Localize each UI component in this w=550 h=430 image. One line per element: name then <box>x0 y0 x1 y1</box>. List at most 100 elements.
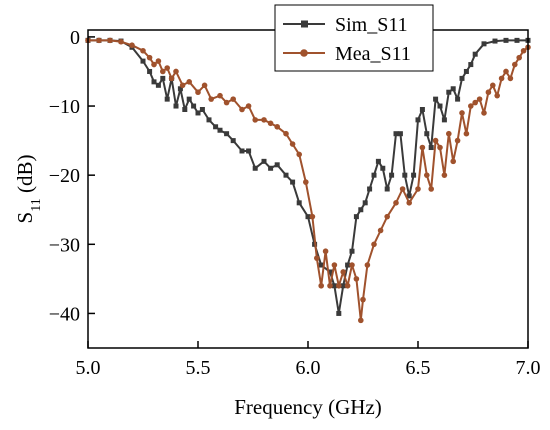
sim-point <box>246 148 252 154</box>
mea-point <box>340 269 347 275</box>
mea-point <box>512 61 518 68</box>
y-tick-label: 0 <box>70 27 80 49</box>
sim-point <box>345 262 351 268</box>
sim-point <box>437 103 443 109</box>
sim-point <box>274 162 280 168</box>
mea-point <box>428 186 435 192</box>
sim-point <box>389 172 395 178</box>
sim-point <box>428 145 434 151</box>
mea-point <box>164 65 170 71</box>
mea-point <box>146 54 153 61</box>
mea-point <box>296 151 303 158</box>
sim-point <box>206 117 212 123</box>
mea-point <box>459 110 465 116</box>
mea-point <box>485 89 492 96</box>
y-axis-title-subscript: 11 <box>29 198 44 211</box>
mea-point <box>239 106 245 113</box>
sim-point <box>268 165 274 171</box>
y-axis-title: S11 (dB) <box>13 155 44 224</box>
sim-point <box>327 269 333 275</box>
mea-point <box>261 117 267 123</box>
sim-point <box>340 283 346 289</box>
sim-point <box>380 165 386 171</box>
sim-point <box>424 131 430 137</box>
sim-point <box>230 138 236 144</box>
mea-point <box>96 37 102 44</box>
mea-point <box>476 96 483 102</box>
sim-point <box>217 127 223 133</box>
sim-point <box>441 117 447 123</box>
sim-point <box>296 200 302 206</box>
legend-label-sim: Sim_S11 <box>335 14 408 36</box>
mea-point <box>490 82 496 89</box>
y-axis-title-unit: (dB) <box>13 155 37 199</box>
mea-point <box>322 248 329 255</box>
sim-point <box>261 158 267 164</box>
sim-point <box>290 179 296 185</box>
sim-point <box>455 96 461 102</box>
mea-point <box>463 130 470 137</box>
mea-point <box>252 117 258 123</box>
sim-point <box>151 79 157 85</box>
sim-point <box>411 172 417 178</box>
legend-marker-mea <box>300 49 308 57</box>
mea-point <box>520 47 527 54</box>
sim-point <box>199 107 205 112</box>
sim-point <box>397 131 403 137</box>
mea-point <box>516 54 522 61</box>
mea-point <box>245 103 252 109</box>
y-tick-label: −10 <box>49 96 80 118</box>
sim-point <box>140 58 146 64</box>
mea-point <box>160 68 166 75</box>
sim-point <box>224 131 230 137</box>
y-tick-label: −40 <box>49 303 80 325</box>
sim-point <box>283 172 289 178</box>
mea-point <box>195 89 201 96</box>
sim-point <box>173 103 179 109</box>
mea-point <box>318 282 325 289</box>
mea-point <box>349 262 355 268</box>
mea-point <box>437 144 443 151</box>
mea-point <box>151 61 157 68</box>
sim-point <box>155 82 161 88</box>
ticks-layer: 5.0 5.5 6.0 6.5 7.0 0 −10 −20 −30 −40 <box>49 27 541 379</box>
mea-point <box>327 282 333 289</box>
sim-point <box>446 89 452 95</box>
legend-box <box>274 4 434 72</box>
mea-point <box>424 172 430 178</box>
mea-point <box>441 172 448 178</box>
sim-point <box>305 214 311 220</box>
y-axis-title-main: S <box>13 212 37 224</box>
x-tick-label: 5.0 <box>76 357 101 379</box>
mea-point <box>472 99 479 106</box>
sim-point <box>239 148 245 154</box>
sim-point <box>353 214 359 220</box>
sim-point <box>371 172 377 178</box>
mea-point <box>494 92 501 99</box>
mea-point <box>336 282 342 289</box>
sim-point <box>186 96 192 102</box>
mea-point <box>446 130 452 137</box>
sim-point <box>349 248 355 254</box>
mea-point <box>364 262 371 268</box>
mea-point <box>309 213 316 220</box>
mea-point <box>384 213 391 220</box>
mea-point <box>432 137 439 144</box>
mea-point <box>406 200 413 206</box>
sim-point <box>331 283 337 289</box>
sim-point <box>503 37 509 43</box>
sim-point <box>450 86 456 92</box>
mea-point <box>498 75 505 82</box>
legend-marker-sim <box>301 20 308 28</box>
legend-label-mea: Mea_S11 <box>335 43 411 65</box>
x-tick-label: 6.5 <box>406 357 431 379</box>
sim-point <box>375 158 381 164</box>
x-axis-title: Frequency (GHz) <box>234 395 382 419</box>
mea-point <box>393 200 399 206</box>
sim-point <box>164 96 170 102</box>
sim-point <box>472 51 478 57</box>
mea-point <box>140 47 146 54</box>
sim-point <box>419 107 425 112</box>
mea-point <box>415 186 421 192</box>
